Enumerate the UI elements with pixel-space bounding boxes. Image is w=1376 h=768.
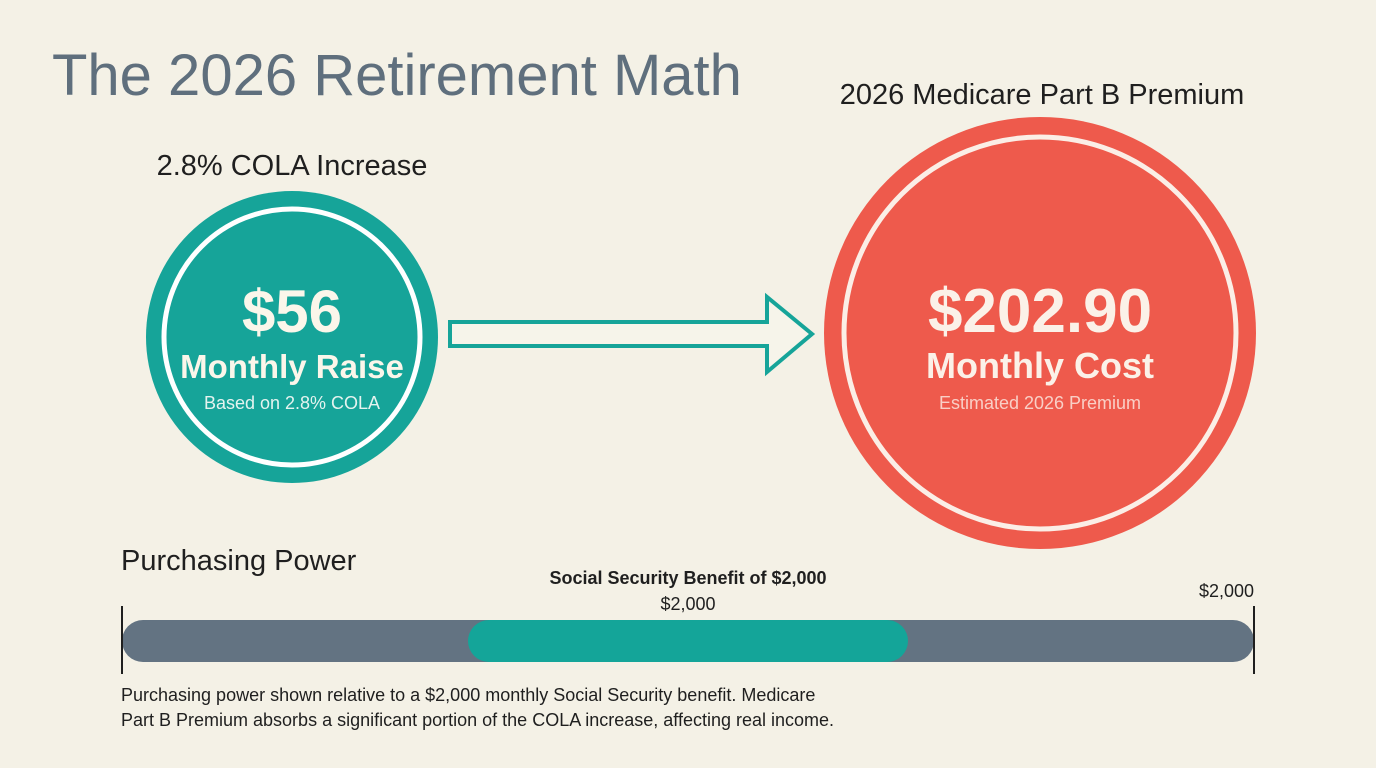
- cola-heading: 2.8% COLA Increase: [157, 150, 428, 182]
- arrow: [448, 292, 816, 377]
- medicare-note: Estimated 2026 Premium: [939, 393, 1141, 413]
- medicare-ring: [841, 134, 1239, 532]
- caption-line: Purchasing power shown relative to a $2,…: [121, 685, 815, 705]
- purchasing-heading: Purchasing Power: [121, 545, 357, 577]
- medicare-circle: [824, 117, 1256, 549]
- cola-note: Based on 2.8% COLA: [204, 393, 380, 413]
- cola-ring: [161, 206, 423, 468]
- medicare-label: Monthly Cost: [926, 345, 1154, 386]
- cola-amount: $56: [242, 278, 342, 345]
- bar-end-label: $2,000: [1199, 581, 1254, 601]
- cola-circle: [146, 191, 438, 483]
- bar-title: Social Security Benefit of $2,000: [549, 568, 826, 588]
- cola-label: Monthly Raise: [180, 348, 404, 385]
- bar-center-label: $2,000: [660, 594, 715, 614]
- bar-segment: [468, 620, 908, 662]
- page-title: The 2026 Retirement Math: [52, 43, 742, 108]
- medicare-amount: $202.90: [928, 277, 1152, 346]
- medicare-heading: 2026 Medicare Part B Premium: [840, 79, 1245, 111]
- caption-line: Part B Premium absorbs a significant por…: [121, 710, 834, 730]
